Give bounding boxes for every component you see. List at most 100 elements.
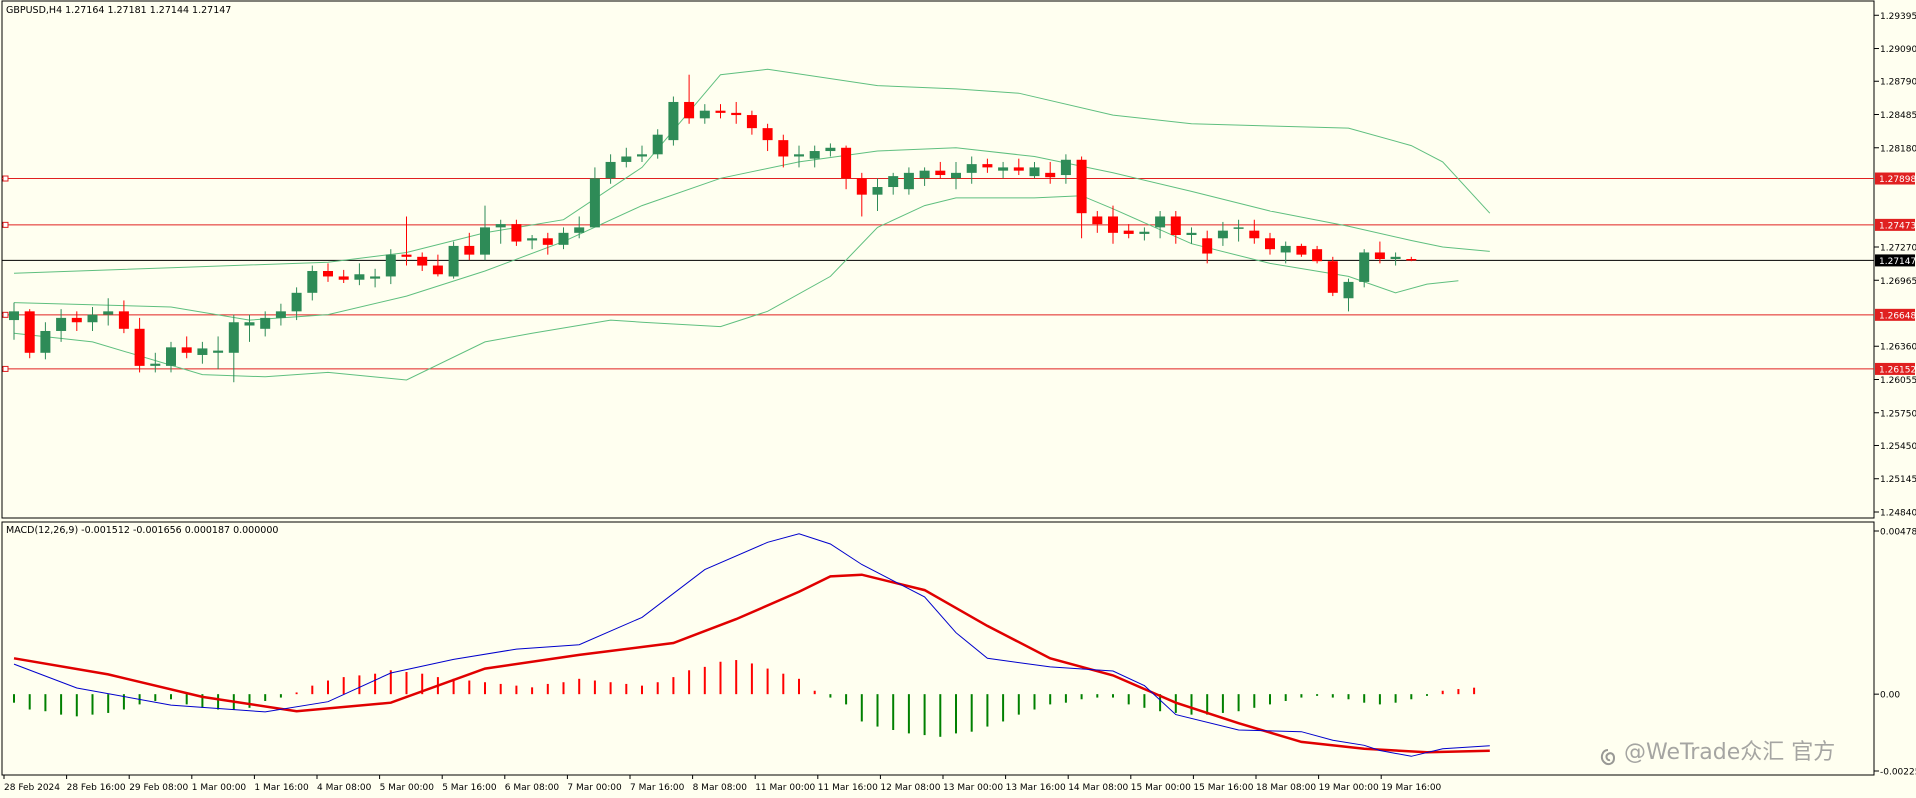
candle-bull[interactable]	[1155, 216, 1166, 228]
candle-bull[interactable]	[87, 314, 98, 323]
candle-bear[interactable]	[1406, 259, 1417, 261]
candle-bull[interactable]	[260, 317, 271, 329]
candle-bear[interactable]	[401, 254, 412, 257]
candle-bear[interactable]	[746, 115, 757, 129]
candle-bull[interactable]	[385, 254, 396, 277]
candle-bear[interactable]	[1013, 167, 1024, 171]
candle-bull[interactable]	[448, 245, 459, 277]
candle-bear[interactable]	[134, 328, 145, 366]
candle-bull[interactable]	[605, 161, 616, 179]
candle-bear[interactable]	[464, 245, 475, 255]
candle-bull[interactable]	[637, 154, 647, 157]
candle-bull[interactable]	[480, 227, 490, 255]
candle-bull[interactable]	[1390, 256, 1401, 259]
candle-bear[interactable]	[935, 170, 946, 176]
candle-bear[interactable]	[1123, 230, 1134, 234]
candle-bull[interactable]	[307, 270, 318, 293]
candle-bull[interactable]	[1029, 167, 1040, 177]
candle-bull[interactable]	[1139, 231, 1150, 234]
candle-bear[interactable]	[71, 317, 82, 323]
candle-bear[interactable]	[1296, 245, 1307, 255]
candle-bull[interactable]	[1233, 227, 1244, 229]
candle-bear[interactable]	[1108, 216, 1118, 233]
candle-bull[interactable]	[495, 224, 506, 228]
candle-bull[interactable]	[56, 317, 67, 331]
candle-bear[interactable]	[715, 110, 726, 113]
candle-bear[interactable]	[542, 238, 553, 245]
candle-bull[interactable]	[809, 151, 820, 159]
candle-bear[interactable]	[762, 128, 773, 141]
candle-bull[interactable]	[40, 330, 51, 353]
candle-bull[interactable]	[652, 134, 663, 155]
candle-bull[interactable]	[589, 178, 600, 228]
watermark: @WeTrade众汇 官方	[1600, 740, 1835, 766]
candle-bear[interactable]	[432, 265, 443, 275]
price-panel[interactable]	[2, 68, 1874, 383]
level-anchor[interactable]	[2, 175, 9, 182]
candle-bull[interactable]	[574, 227, 585, 233]
candle-bull[interactable]	[150, 363, 161, 366]
candle-bull[interactable]	[1280, 245, 1291, 253]
candle-bull[interactable]	[872, 187, 883, 195]
candle-bear[interactable]	[841, 147, 852, 179]
candle-bull[interactable]	[919, 170, 930, 179]
candle-bull[interactable]	[558, 232, 569, 245]
candle-bear[interactable]	[731, 112, 742, 116]
level-anchor[interactable]	[2, 365, 9, 372]
candle-bear[interactable]	[778, 140, 789, 157]
candle-bear[interactable]	[1312, 249, 1323, 262]
candle-bull[interactable]	[103, 311, 114, 315]
candle-bear[interactable]	[856, 178, 867, 195]
candle-bear[interactable]	[338, 276, 349, 280]
candle-bull[interactable]	[951, 172, 961, 179]
candle-bear[interactable]	[417, 256, 428, 266]
candle-bull[interactable]	[1217, 230, 1228, 239]
candle-bull[interactable]	[197, 348, 208, 355]
candle-bull[interactable]	[370, 276, 381, 279]
candle-bear[interactable]	[1170, 216, 1181, 236]
candle-bull[interactable]	[888, 176, 899, 188]
candle-bull[interactable]	[213, 350, 224, 353]
candle-bull[interactable]	[1359, 252, 1370, 282]
candle-bull[interactable]	[291, 292, 302, 312]
candle-bull[interactable]	[9, 311, 19, 321]
candle-bull[interactable]	[825, 147, 836, 152]
candle-bull[interactable]	[1060, 159, 1071, 176]
candle-bear[interactable]	[982, 164, 993, 168]
candle-bull[interactable]	[275, 311, 286, 318]
candle-bull[interactable]	[228, 322, 239, 353]
candle-bull[interactable]	[166, 347, 176, 366]
candle-bull[interactable]	[699, 110, 710, 119]
macd-panel[interactable]	[13, 533, 1490, 757]
candle-bull[interactable]	[794, 154, 804, 157]
candle-bull[interactable]	[1343, 281, 1354, 299]
candle-bear[interactable]	[1249, 230, 1260, 239]
candle-bull[interactable]	[668, 101, 679, 141]
candle-bear[interactable]	[24, 311, 35, 353]
candle-bull[interactable]	[244, 322, 255, 326]
candle-bear[interactable]	[1076, 159, 1087, 214]
level-anchor[interactable]	[2, 221, 9, 228]
axes: 1.29395 1.29090 1.28790 1.28485 1.28180 1.272…	[3, 12, 1916, 793]
candle-bear[interactable]	[1202, 238, 1213, 254]
level-anchor[interactable]	[2, 311, 9, 318]
candle-bear[interactable]	[684, 101, 695, 119]
candle-bear[interactable]	[181, 347, 192, 353]
candle-bull[interactable]	[354, 274, 365, 280]
candle-bear[interactable]	[1265, 238, 1275, 250]
candle-bear[interactable]	[118, 311, 129, 329]
candle-bear[interactable]	[1092, 216, 1103, 225]
candle-bear[interactable]	[1327, 261, 1338, 293]
candle-bear[interactable]	[1374, 252, 1385, 259]
candle-bull[interactable]	[903, 172, 914, 190]
candle-bear[interactable]	[1045, 172, 1056, 178]
candle-bull[interactable]	[621, 156, 632, 162]
candle-bear[interactable]	[323, 270, 333, 277]
candle-bear[interactable]	[511, 224, 522, 242]
price-tag-label: 1.27147	[1879, 257, 1916, 267]
candle-bull[interactable]	[527, 238, 538, 241]
candle-bull[interactable]	[1186, 232, 1197, 236]
candle-bull[interactable]	[966, 164, 977, 173]
candle-bull[interactable]	[998, 167, 1009, 171]
